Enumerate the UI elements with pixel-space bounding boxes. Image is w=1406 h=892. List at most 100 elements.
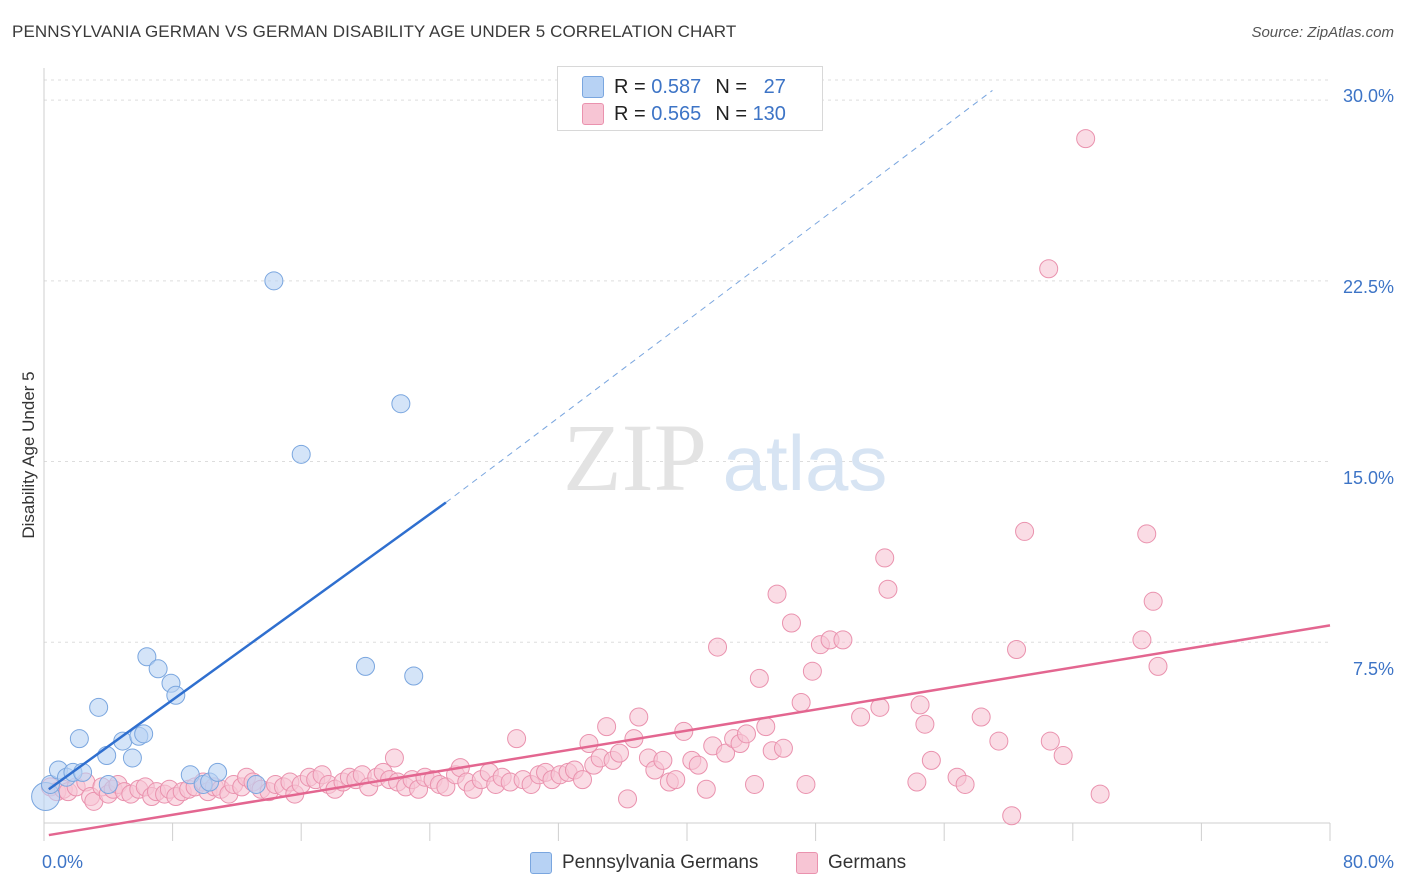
germans-point-109 <box>767 584 787 604</box>
legend-r-label: R = <box>614 102 646 125</box>
germans-point-106 <box>749 668 769 688</box>
germans-point-121 <box>878 579 898 599</box>
germans-point-120 <box>875 548 895 568</box>
y-tick-label-15: 15.0% <box>1342 468 1394 488</box>
legend-n-label: N = <box>715 102 747 125</box>
source-label: Source: ZipAtlas.com <box>1251 24 1394 41</box>
germans-point-123 <box>910 695 930 715</box>
pa-point-24 <box>291 444 311 464</box>
pa-point-25 <box>356 656 375 676</box>
x-tick-label-max: 80.0% <box>1342 852 1394 872</box>
germans-point-139 <box>1143 591 1163 611</box>
legend-r-value: 0.587 <box>651 75 702 98</box>
germans-point-117 <box>833 630 853 650</box>
germans-point-129 <box>989 731 1009 751</box>
germans-point-110 <box>773 738 793 758</box>
pa-point-13 <box>134 724 154 744</box>
legend-swatch-blue <box>582 76 604 98</box>
germans-point-100 <box>708 637 728 657</box>
germans-point-71 <box>507 729 527 749</box>
germans-point-134 <box>1053 746 1073 766</box>
pa-point-27 <box>404 666 424 686</box>
legend-n-value: 27 <box>763 75 786 98</box>
legend-r-label: R = <box>614 75 646 98</box>
legend-item-pennsylvania-germans: Pennsylvania Germans <box>530 852 758 874</box>
pa-point-21 <box>208 762 228 782</box>
y-tick-label-22-5: 22.5% <box>1342 277 1394 297</box>
pa-point-18 <box>180 765 200 785</box>
germans-point-105 <box>745 774 765 794</box>
series-legend: Pennsylvania Germans Germans <box>0 852 1406 878</box>
watermark-atlas: atlas <box>723 419 888 507</box>
germans-point-86 <box>609 743 629 763</box>
germans-point-101 <box>716 743 736 763</box>
legend-swatch-pink <box>796 852 818 874</box>
pa-point-26 <box>391 394 411 414</box>
legend-item-germans: Germans <box>796 852 906 874</box>
germans-point-94 <box>666 770 686 790</box>
germans-point-136 <box>1090 784 1110 804</box>
y-axis-title: Disability Age Under 5 <box>19 371 38 539</box>
germans-point-80 <box>573 770 593 790</box>
legend-label: Germans <box>828 852 907 873</box>
y-tick-label-7-5: 7.5% <box>1352 659 1394 679</box>
germans-point-127 <box>955 774 975 794</box>
germans-point-111 <box>781 613 801 633</box>
germans-point-87 <box>618 789 638 809</box>
germans-point-84 <box>597 717 617 737</box>
legend-n-label: N = <box>715 75 747 98</box>
axes <box>43 68 1331 841</box>
legend-label: Pennsylvania Germans <box>562 852 759 873</box>
pa-point-9 <box>98 774 118 794</box>
germans-point-104 <box>736 724 756 744</box>
pennsylvania-germans-points <box>31 271 424 811</box>
germans-point-81 <box>579 733 599 753</box>
germans-point-122 <box>907 772 927 792</box>
pa-point-7 <box>89 697 109 717</box>
germans-point-132 <box>1015 521 1035 541</box>
germans-point-133 <box>1040 731 1060 751</box>
pa-point-11 <box>122 748 142 768</box>
pa-point-15 <box>148 659 168 679</box>
germans-point-89 <box>629 707 649 727</box>
legend-swatch-blue <box>530 852 552 874</box>
x-tick-label-min: 0.0% <box>42 852 84 872</box>
legend-r-value: 0.565 <box>651 102 702 125</box>
pa-point-6 <box>69 729 89 749</box>
germans-point-141 <box>1039 259 1059 279</box>
trend-lines <box>48 90 1331 837</box>
pa-point-14 <box>137 647 157 667</box>
germans-point-135 <box>1076 129 1096 149</box>
chart-title: PENNSYLVANIA GERMAN VS GERMAN DISABILITY… <box>12 22 737 41</box>
germans-point-131 <box>1007 640 1027 660</box>
germans-point-137 <box>1132 630 1152 650</box>
watermark-zip: ZIP <box>563 404 707 511</box>
germans-point-54 <box>384 748 404 768</box>
germans-point-118 <box>851 707 871 727</box>
germans-point-124 <box>915 714 935 734</box>
germans-point-140 <box>1148 656 1168 676</box>
legend-row-pennsylvania-germans: R = 0.587 N = 27 <box>582 73 786 101</box>
grid-lines <box>44 79 1330 643</box>
pa-trend-extension <box>445 90 993 503</box>
correlation-legend: R = 0.587 N = 27 R = 0.565 N = 130 <box>557 66 823 131</box>
germans-point-138 <box>1137 524 1157 544</box>
germans-point-130 <box>1002 806 1022 826</box>
germans-point-112 <box>791 693 811 713</box>
legend-n-value: 130 <box>752 102 786 125</box>
y-tick-label-30: 30.0% <box>1342 86 1394 106</box>
germans-point-113 <box>796 774 816 794</box>
pa-trend-line <box>48 501 447 791</box>
germans-point-128 <box>971 707 991 727</box>
germans-point-92 <box>653 750 673 770</box>
pa-point-1 <box>40 774 60 794</box>
pa-point-23 <box>264 271 284 291</box>
germans-trend-line <box>48 624 1331 837</box>
germans-point-114 <box>802 661 822 681</box>
germans-point-97 <box>688 755 708 775</box>
legend-row-germans: R = 0.565 N = 130 <box>582 100 786 128</box>
pa-point-22 <box>246 774 266 794</box>
germans-point-125 <box>921 750 941 770</box>
germans-point-98 <box>696 779 716 799</box>
